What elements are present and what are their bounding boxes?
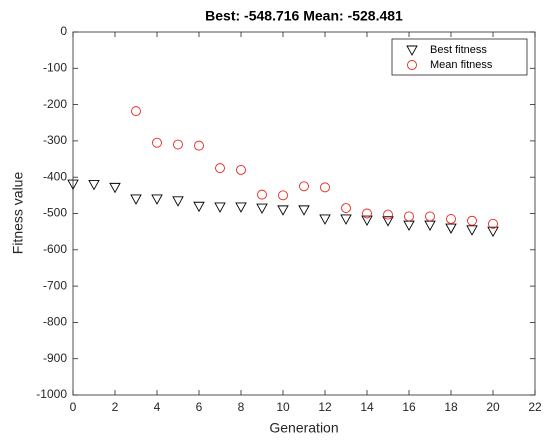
x-tick-label: 14 xyxy=(360,400,374,414)
x-tick-label: 12 xyxy=(318,400,332,414)
point xyxy=(320,182,330,193)
x-tick-label: 4 xyxy=(154,400,161,414)
y-tick-label: -200 xyxy=(43,97,67,111)
point xyxy=(341,203,351,214)
point xyxy=(467,215,477,226)
legend-label: Mean fitness xyxy=(430,59,493,71)
y-tick-label: -400 xyxy=(43,169,67,183)
point xyxy=(152,137,162,148)
point xyxy=(319,214,331,225)
point xyxy=(404,211,414,222)
point xyxy=(299,181,309,192)
point xyxy=(361,215,373,226)
point xyxy=(109,182,121,194)
x-tick-label: 0 xyxy=(70,400,77,414)
point xyxy=(488,218,498,229)
point xyxy=(445,223,457,234)
chart-title: Best: -548.716 Mean: -528.481 xyxy=(205,8,403,24)
point xyxy=(130,194,142,205)
y-tick-label: 0 xyxy=(60,24,67,38)
point xyxy=(425,211,435,222)
point xyxy=(193,201,205,213)
y-tick-label: -300 xyxy=(43,133,67,147)
point xyxy=(88,180,100,191)
point xyxy=(487,226,499,238)
x-tick-label: 6 xyxy=(196,400,203,414)
y-tick-label: -700 xyxy=(43,278,67,292)
x-tick-label: 18 xyxy=(444,400,458,414)
x-tick-label: 8 xyxy=(238,400,245,414)
x-tick-label: 20 xyxy=(486,400,500,414)
point xyxy=(67,179,79,191)
point xyxy=(236,164,246,175)
point xyxy=(383,209,393,220)
y-tick-label: -500 xyxy=(43,206,67,220)
x-tick-label: 16 xyxy=(402,400,416,414)
y-axis-label: Fitness value xyxy=(10,172,26,255)
point xyxy=(235,202,247,213)
x-axis-label: Generation xyxy=(269,420,338,436)
point xyxy=(215,163,225,174)
point xyxy=(340,214,352,225)
point xyxy=(173,139,183,150)
y-tick-label: -600 xyxy=(43,242,67,256)
point xyxy=(446,213,456,224)
point xyxy=(194,140,204,151)
point xyxy=(214,202,226,213)
x-tick-label: 2 xyxy=(112,400,119,414)
point xyxy=(278,190,288,201)
legend-label: Best fitness xyxy=(430,44,487,56)
point xyxy=(277,205,289,216)
y-tick-label: -800 xyxy=(43,315,67,329)
legend-marker xyxy=(406,45,418,56)
point xyxy=(256,203,268,214)
point xyxy=(466,225,478,236)
point xyxy=(362,208,372,219)
point xyxy=(382,216,394,227)
legend-marker xyxy=(407,60,417,70)
point xyxy=(131,106,141,117)
x-tick-label: 22 xyxy=(528,400,542,414)
y-tick-label: -900 xyxy=(43,351,67,365)
point xyxy=(257,189,267,200)
point xyxy=(172,196,184,207)
point xyxy=(151,194,163,205)
point xyxy=(298,205,310,216)
y-tick-label: -100 xyxy=(43,60,67,74)
y-tick-label: -1000 xyxy=(36,387,67,401)
x-tick-label: 10 xyxy=(276,400,290,414)
